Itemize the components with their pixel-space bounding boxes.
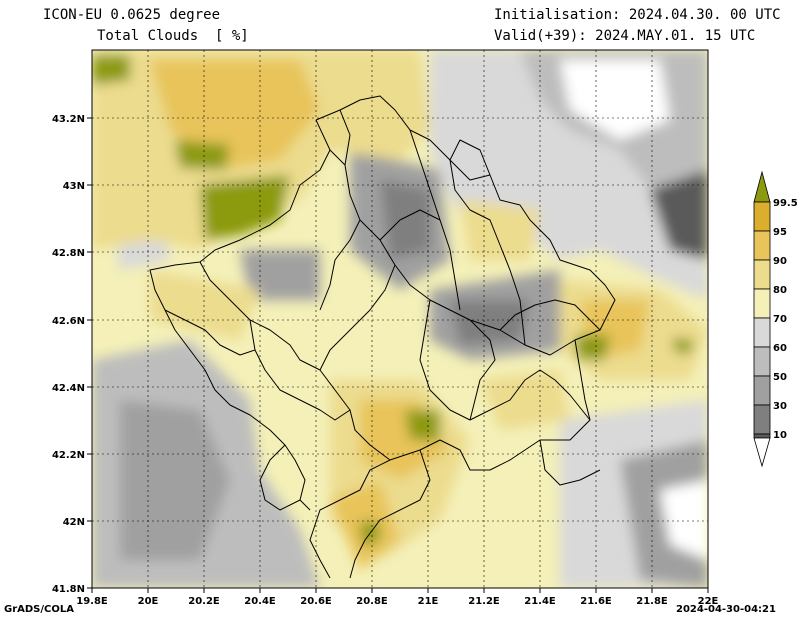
lat-label: 42N [63,517,85,528]
legend-swatch [753,288,771,319]
legend-label: 50 [773,372,787,383]
lon-label: 20.2E [188,596,220,607]
lon-label: 20.8E [356,596,388,607]
lat-label: 42.6N [52,316,85,327]
color-legend [753,170,771,468]
legend-cap-bottom [753,437,771,468]
legend-label: 60 [773,343,787,354]
map-frame [91,49,709,589]
legend-label: 10 [773,430,787,441]
legend-label: 70 [773,314,787,325]
legend-label: 30 [773,401,787,412]
render-timestamp: 2024-04-30-04:21 [676,604,776,615]
lat-label: 41.8N [52,584,85,595]
legend-swatch [753,375,771,406]
lat-label: 43N [63,181,85,192]
legend-label: 80 [773,285,787,296]
lon-label: 22E [698,596,719,607]
legend-swatch [753,317,771,348]
legend-swatch [753,201,771,232]
cloud-field [92,50,708,588]
legend-swatch [753,404,771,435]
legend-swatch [753,259,771,290]
lat-label: 42.8N [52,248,85,259]
legend-label: 99.5 [773,198,798,209]
lon-label: 20E [138,596,159,607]
lon-label: 21.8E [636,596,668,607]
legend-swatch [753,433,771,439]
lon-label: 21.6E [580,596,612,607]
lon-label: 21.4E [524,596,556,607]
lon-label: 20.6E [300,596,332,607]
valid-time: Valid(+39): 2024.MAY.01. 15 UTC [494,28,756,44]
lat-label: 42.4N [52,383,85,394]
lon-label: 21E [418,596,439,607]
lat-label: 43.2N [52,114,85,125]
model-title: ICON-EU 0.0625 degree [43,7,221,23]
legend-cap-top [753,170,771,203]
init-time: Initialisation: 2024.04.30. 00 UTC [494,7,781,23]
legend-swatch [753,346,771,377]
lon-label: 20.4E [244,596,276,607]
axis-ticks [87,117,709,593]
lat-label: 42.2N [52,450,85,461]
legend-label: 90 [773,256,787,267]
lon-label: 21.2E [468,596,500,607]
legend-swatch [753,230,771,261]
lon-label: 19.8E [76,596,108,607]
software-credit: GrADS/COLA [4,604,74,615]
variable-title: Total Clouds [ %] [97,28,249,44]
legend-label: 95 [773,227,787,238]
